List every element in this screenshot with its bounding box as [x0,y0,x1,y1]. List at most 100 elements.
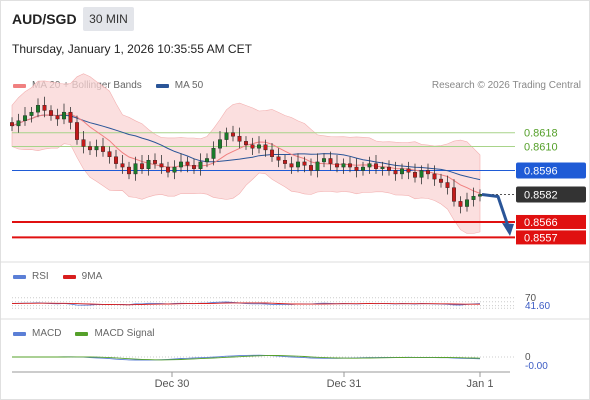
candle-body [107,151,112,157]
candle-body [419,170,424,178]
candle-body [153,159,157,164]
candle-body [16,120,21,127]
ma50-legend-label: MA 50 [174,80,204,91]
candle-body [432,173,437,180]
candle-body [439,178,443,183]
candle-body [315,161,320,171]
ma50-legend-swatch [155,83,169,88]
candle-body [146,159,151,169]
candle-body [29,111,34,116]
rsi-level-label: 70 [525,293,537,304]
candle-body [23,115,27,121]
macd-legend-swatch [13,331,26,336]
candle-body [387,166,391,171]
candle-body [367,163,372,168]
bollinger-band [11,73,481,234]
candle-body [244,141,248,145]
x-tick-label: Dec 30 [155,378,190,390]
macd-zero-label: 0 [525,352,531,363]
candle-body [309,165,313,171]
research-credit: Research © 2026 Trading Central [431,80,581,91]
candle-body [75,122,79,140]
pivot-level-label: 0.8596 [524,165,558,177]
candle-body [224,132,229,140]
rsi-value-label: 41.60 [525,301,550,312]
resistance-level-label: 0.8618 [524,128,558,140]
candle-body [445,182,450,188]
candle-body [159,163,164,168]
candle-body [42,105,47,111]
candle-body [400,168,404,175]
macd-value-label: -0.00 [525,361,548,372]
candle-body [413,172,417,178]
candle-body [101,146,105,152]
candle-body [192,165,196,169]
x-tick-label: Jan 1 [467,378,494,390]
candle-body [465,199,469,207]
candle-body [250,144,255,149]
candle-body [302,161,307,166]
symbol-title: AUD/SGD [12,11,77,27]
last-price-box [516,186,586,203]
last-price-label: 0.8582 [524,190,558,202]
candle-body [62,111,66,120]
rsi-ma-legend-label: 9MA [81,271,103,282]
candle-body [205,158,209,163]
candle-body [140,163,144,169]
support-level-label: 0.8557 [524,232,558,244]
candle-body [283,159,287,164]
candle-body [393,170,398,175]
candle-body [127,166,131,175]
rsi-legend-label: RSI [32,271,49,282]
candle-body [218,139,222,149]
candle-body [133,163,138,175]
candle-body [211,147,216,159]
candle-body [231,132,235,137]
candle-body [257,144,261,149]
candle-body [322,158,326,163]
candle-body [471,196,476,200]
candle-body [270,149,274,157]
candle-body [478,194,482,197]
macd-legend-label: MACD [32,328,62,339]
ma20-legend-swatch [13,83,26,88]
candle-body [120,163,125,168]
candle-body [55,115,60,120]
x-tick-label: Dec 31 [327,378,362,390]
pivot-level-box [516,162,586,179]
rsi-ma-line [11,302,480,306]
candle-body [289,163,294,168]
forecast-arrow [481,193,510,227]
support-level-box [516,214,586,229]
candle-body [237,135,242,142]
candle-body [328,158,333,164]
candle-body [380,166,385,169]
support-level-box [516,230,586,245]
candle-body [452,187,456,202]
candle-body [198,161,203,169]
candle-body [296,161,300,168]
candle-body [361,166,365,171]
rsi-legend: RSI 9MA [13,271,116,282]
candle-body [458,201,463,207]
chart-datetime: Thursday, January 1, 2026 10:35:55 AM CE… [12,42,252,56]
candle-body [341,163,346,168]
candle-body [36,105,40,113]
macd-signal-line [12,355,481,361]
macd-legend: MACD MACD Signal [13,328,168,339]
candle-body [335,163,339,168]
rsi-ma-legend-swatch [62,274,76,279]
candle-body [354,166,359,171]
forecast-arrow-head [502,222,514,236]
macd-signal-legend-swatch [75,331,89,336]
rsi-legend-swatch [13,274,26,279]
candle-body [426,170,430,175]
candle-body [374,163,378,169]
candle-body [348,163,352,168]
candle-body [88,146,92,151]
candle-body [406,168,411,173]
candle-body [166,166,170,173]
candle-body [49,110,53,116]
timeframe-badge[interactable]: 30 MIN [83,7,134,31]
